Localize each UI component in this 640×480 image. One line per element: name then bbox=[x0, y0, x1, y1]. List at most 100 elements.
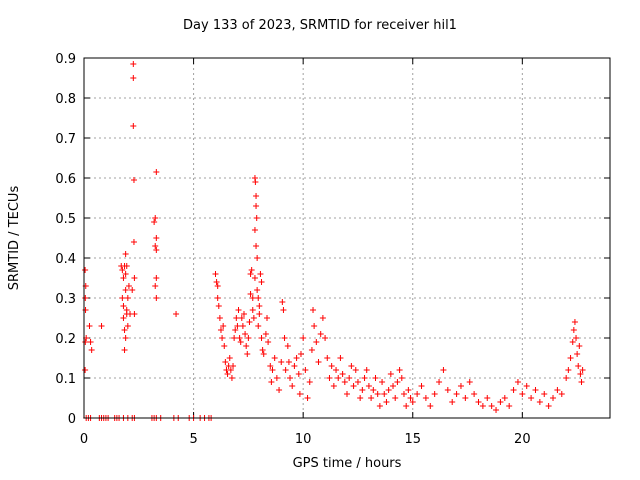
data-point bbox=[244, 351, 251, 357]
data-point bbox=[563, 375, 570, 381]
y-tick-label: 0.7 bbox=[55, 132, 76, 147]
data-point bbox=[213, 279, 220, 285]
y-tick-label: 0.3 bbox=[55, 292, 76, 307]
data-point bbox=[567, 355, 574, 361]
data-point bbox=[532, 387, 539, 393]
data-point bbox=[220, 323, 227, 329]
data-point bbox=[361, 375, 368, 381]
data-point bbox=[558, 391, 565, 397]
data-point bbox=[237, 339, 244, 345]
data-point bbox=[324, 355, 331, 361]
data-point bbox=[152, 243, 159, 249]
data-point bbox=[385, 387, 392, 393]
data-point bbox=[268, 379, 275, 385]
data-point bbox=[333, 367, 340, 373]
data-point bbox=[379, 379, 386, 385]
data-point bbox=[265, 339, 272, 345]
data-point bbox=[253, 193, 260, 199]
data-point bbox=[276, 387, 283, 393]
data-point bbox=[400, 391, 407, 397]
data-point bbox=[279, 299, 286, 305]
data-point bbox=[311, 323, 318, 329]
data-point bbox=[130, 177, 137, 183]
data-point bbox=[228, 375, 235, 381]
data-point bbox=[129, 287, 136, 293]
data-point bbox=[536, 399, 543, 405]
data-point bbox=[124, 323, 131, 329]
data-point bbox=[396, 367, 403, 373]
data-point bbox=[248, 267, 255, 273]
data-point bbox=[409, 399, 416, 405]
data-point bbox=[88, 347, 95, 353]
data-point bbox=[403, 403, 410, 409]
data-point bbox=[87, 339, 94, 345]
data-point bbox=[304, 395, 311, 401]
data-point bbox=[219, 335, 226, 341]
data-point bbox=[273, 375, 280, 381]
data-point bbox=[405, 387, 412, 393]
data-point bbox=[224, 371, 231, 377]
data-point bbox=[254, 255, 261, 261]
data-point bbox=[497, 399, 504, 405]
data-point bbox=[510, 387, 517, 393]
data-point bbox=[120, 315, 127, 321]
data-point bbox=[352, 367, 359, 373]
data-point bbox=[246, 319, 253, 325]
data-point bbox=[427, 403, 434, 409]
data-point bbox=[257, 271, 264, 277]
data-point bbox=[315, 359, 322, 365]
data-point bbox=[339, 371, 346, 377]
data-point bbox=[346, 375, 353, 381]
data-point bbox=[152, 283, 159, 289]
data-point bbox=[457, 383, 464, 389]
data-point bbox=[363, 367, 370, 373]
data-point bbox=[253, 243, 260, 249]
data-point bbox=[501, 395, 508, 401]
data-point bbox=[122, 287, 129, 293]
data-point bbox=[466, 379, 473, 385]
y-tick-label: 0.6 bbox=[55, 172, 76, 187]
data-point bbox=[221, 343, 228, 349]
data-point bbox=[462, 395, 469, 401]
data-point bbox=[365, 383, 372, 389]
data-points bbox=[82, 61, 586, 421]
data-point bbox=[247, 291, 254, 297]
data-point bbox=[372, 375, 379, 381]
data-point bbox=[374, 391, 381, 397]
data-point bbox=[350, 383, 357, 389]
x-tick-label: 15 bbox=[404, 432, 421, 447]
data-point bbox=[394, 379, 401, 385]
data-point bbox=[576, 343, 583, 349]
data-point bbox=[575, 363, 582, 369]
data-point bbox=[212, 271, 219, 277]
data-point bbox=[493, 407, 500, 413]
data-point bbox=[381, 391, 388, 397]
data-point bbox=[295, 371, 302, 377]
data-point bbox=[475, 399, 482, 405]
data-point bbox=[281, 335, 288, 341]
data-point bbox=[319, 315, 326, 321]
data-point bbox=[125, 283, 132, 289]
y-tick-label: 0.1 bbox=[55, 372, 76, 387]
data-point bbox=[256, 311, 263, 317]
x-tick-label: 20 bbox=[514, 432, 531, 447]
data-point bbox=[251, 227, 258, 233]
data-point bbox=[289, 383, 296, 389]
data-point bbox=[122, 251, 129, 257]
data-point bbox=[528, 395, 535, 401]
data-point bbox=[249, 295, 256, 301]
data-point bbox=[86, 323, 93, 329]
data-point bbox=[227, 367, 234, 373]
data-point bbox=[541, 391, 548, 397]
data-point bbox=[317, 331, 324, 337]
data-point bbox=[293, 355, 300, 361]
data-point bbox=[471, 391, 478, 397]
data-point bbox=[253, 203, 260, 209]
data-point bbox=[422, 395, 429, 401]
data-point bbox=[418, 383, 425, 389]
data-point bbox=[368, 395, 375, 401]
data-point bbox=[383, 399, 390, 405]
data-point bbox=[387, 371, 394, 377]
data-point bbox=[278, 359, 285, 365]
